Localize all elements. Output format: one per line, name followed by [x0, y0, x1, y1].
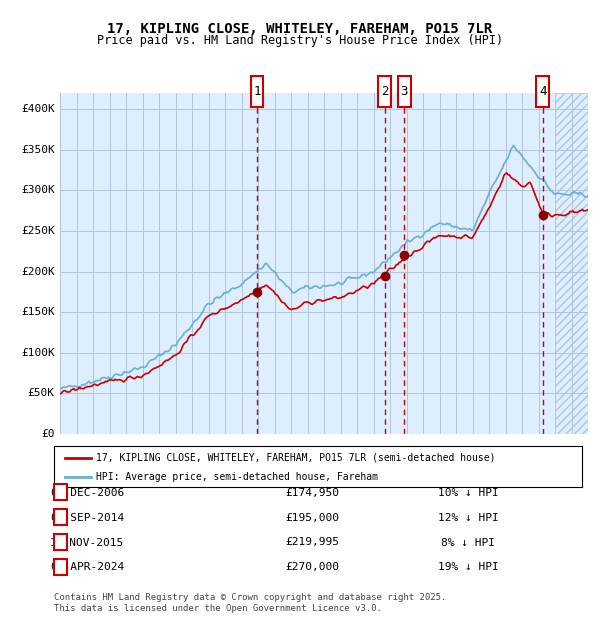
Text: 1998: 1998 — [110, 448, 119, 471]
Text: 3: 3 — [401, 85, 408, 98]
Text: 2020: 2020 — [473, 448, 482, 471]
Text: 2001: 2001 — [159, 448, 169, 471]
Text: £219,995: £219,995 — [285, 538, 339, 547]
Text: £400K: £400K — [21, 104, 55, 114]
Text: 2021: 2021 — [489, 448, 499, 471]
Text: 2: 2 — [381, 85, 388, 98]
Text: 2004: 2004 — [209, 448, 218, 471]
Text: £50K: £50K — [28, 388, 55, 399]
Text: 1999: 1999 — [126, 448, 136, 471]
Text: 4: 4 — [57, 562, 64, 572]
Text: £174,950: £174,950 — [285, 488, 339, 498]
Text: Contains HM Land Registry data © Crown copyright and database right 2025.
This d: Contains HM Land Registry data © Crown c… — [54, 593, 446, 613]
Text: 1996: 1996 — [77, 448, 86, 471]
Text: 2011: 2011 — [324, 448, 334, 471]
Text: 1995: 1995 — [60, 448, 70, 471]
Text: Price paid vs. HM Land Registry's House Price Index (HPI): Price paid vs. HM Land Registry's House … — [97, 34, 503, 47]
Text: 2014: 2014 — [373, 448, 383, 471]
Text: 8% ↓ HPI: 8% ↓ HPI — [441, 538, 495, 547]
Text: 05-SEP-2014: 05-SEP-2014 — [50, 513, 124, 523]
Text: 2018: 2018 — [439, 448, 449, 471]
FancyBboxPatch shape — [398, 76, 410, 107]
Text: 08-DEC-2006: 08-DEC-2006 — [50, 488, 124, 498]
Text: £195,000: £195,000 — [285, 513, 339, 523]
Text: £300K: £300K — [21, 185, 55, 195]
Bar — [555, 93, 588, 434]
Text: 10% ↓ HPI: 10% ↓ HPI — [437, 488, 499, 498]
Text: 1: 1 — [57, 488, 64, 498]
Text: 12% ↓ HPI: 12% ↓ HPI — [437, 513, 499, 523]
Text: 2000: 2000 — [143, 448, 152, 471]
Text: £350K: £350K — [21, 145, 55, 155]
Text: 2: 2 — [57, 513, 64, 523]
Text: 2025: 2025 — [555, 448, 565, 471]
Text: 2009: 2009 — [291, 448, 301, 471]
Text: 2013: 2013 — [357, 448, 367, 471]
Text: 2023: 2023 — [522, 448, 532, 471]
Text: 17, KIPLING CLOSE, WHITELEY, FAREHAM, PO15 7LR: 17, KIPLING CLOSE, WHITELEY, FAREHAM, PO… — [107, 22, 493, 36]
Text: 2017: 2017 — [423, 448, 433, 471]
Text: £150K: £150K — [21, 308, 55, 317]
Text: 2006: 2006 — [241, 448, 251, 471]
Text: 3: 3 — [57, 538, 64, 547]
Text: 2016: 2016 — [407, 448, 416, 471]
Text: 12-NOV-2015: 12-NOV-2015 — [50, 538, 124, 547]
Text: 2015: 2015 — [390, 448, 400, 471]
Text: £270,000: £270,000 — [285, 562, 339, 572]
Text: 2026: 2026 — [571, 448, 581, 471]
Text: 1997: 1997 — [93, 448, 103, 471]
FancyBboxPatch shape — [251, 76, 263, 107]
Text: 2012: 2012 — [341, 448, 350, 471]
Text: £200K: £200K — [21, 267, 55, 277]
Text: 2010: 2010 — [308, 448, 317, 471]
Text: £0: £0 — [41, 429, 55, 439]
Text: 2019: 2019 — [456, 448, 466, 471]
Text: HPI: Average price, semi-detached house, Fareham: HPI: Average price, semi-detached house,… — [96, 472, 378, 482]
Text: 2022: 2022 — [505, 448, 515, 471]
Text: £100K: £100K — [21, 348, 55, 358]
Text: 2005: 2005 — [225, 448, 235, 471]
Text: £250K: £250K — [21, 226, 55, 236]
Text: 17, KIPLING CLOSE, WHITELEY, FAREHAM, PO15 7LR (semi-detached house): 17, KIPLING CLOSE, WHITELEY, FAREHAM, PO… — [96, 453, 496, 463]
FancyBboxPatch shape — [536, 76, 549, 107]
Text: 2003: 2003 — [192, 448, 202, 471]
Text: 2007: 2007 — [258, 448, 268, 471]
Text: 1: 1 — [253, 85, 261, 98]
Text: 2008: 2008 — [275, 448, 284, 471]
Text: 19% ↓ HPI: 19% ↓ HPI — [437, 562, 499, 572]
Text: 2024: 2024 — [539, 448, 548, 471]
Text: 2002: 2002 — [176, 448, 185, 471]
Text: 4: 4 — [539, 85, 547, 98]
Text: 04-APR-2024: 04-APR-2024 — [50, 562, 124, 572]
FancyBboxPatch shape — [379, 76, 391, 107]
